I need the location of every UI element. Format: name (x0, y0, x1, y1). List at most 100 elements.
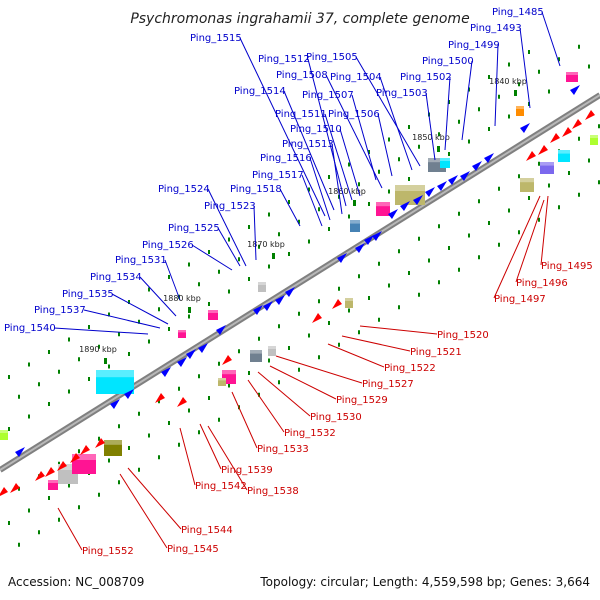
tick-mark (508, 208, 510, 213)
tick-mark (468, 233, 470, 238)
tick-mark (278, 380, 280, 385)
forward-leader-line (339, 128, 361, 197)
tick-mark (238, 257, 240, 262)
reverse-gene-label: Ping_1529 (336, 395, 388, 406)
tick-mark (188, 408, 190, 413)
accession-text: Accession: NC_008709 (8, 575, 144, 589)
tick-mark (328, 175, 330, 179)
tick-mark (278, 324, 280, 329)
tick-mark (58, 369, 60, 374)
reverse-gene-arrow (312, 313, 322, 323)
forward-leader-line (494, 44, 499, 127)
forward-gene-arrow (177, 357, 187, 367)
forward-leader-line (217, 227, 241, 267)
cds-block (250, 350, 262, 362)
cds-block (566, 72, 578, 82)
forward-gene-arrow (400, 201, 410, 211)
cds-highlight (48, 480, 58, 483)
tick-mark (78, 505, 80, 510)
tick-mark (348, 308, 350, 313)
tick-mark (378, 261, 380, 266)
gene-labels: Ping_1485 Ping_1493 Ping_1499 Ping_1500 Ping… (4, 7, 593, 557)
kbp-label: 1850 kbp (412, 133, 450, 142)
tick-mark (578, 136, 580, 141)
tick-mark (398, 157, 400, 162)
tick-mark (388, 137, 390, 142)
kbp-label: 1840 kbp (489, 77, 527, 86)
forward-leader-line (425, 92, 436, 161)
cds-block (520, 178, 534, 192)
forward-leader-line (324, 113, 353, 201)
tick-mark (538, 217, 540, 222)
forward-gene-label: Ping_1506 (328, 109, 380, 120)
tick-mark (408, 177, 410, 181)
cds-highlight (178, 330, 186, 333)
tick-mark (148, 339, 150, 344)
tick-mark (268, 358, 270, 363)
gene-arrows (0, 85, 595, 496)
forward-gene-arrow (460, 171, 470, 181)
forward-gene-label: Ping_1517 (252, 170, 304, 181)
tick-mark (138, 411, 140, 416)
tick-mark (488, 221, 490, 225)
tick-mark (288, 346, 290, 350)
forward-leader-line (379, 76, 413, 171)
forward-gene-arrow (372, 231, 382, 241)
reverse-gene-arrow (35, 471, 45, 481)
reverse-gene-arrow (526, 151, 536, 161)
cds-highlight (540, 162, 554, 166)
tick-mark (408, 271, 410, 275)
label-leaders (53, 11, 561, 551)
reverse-gene-label: Ping_1520 (437, 330, 489, 341)
tick-mark (178, 386, 180, 391)
forward-gene-arrow (337, 253, 347, 263)
tick-mark (168, 421, 170, 425)
tick-mark (478, 107, 480, 112)
reverse-gene-arrow (155, 393, 165, 403)
forward-leader-line (519, 27, 531, 109)
forward-gene-arrow (216, 325, 226, 335)
tick-mark (258, 392, 260, 397)
cds-highlight (558, 150, 570, 154)
tick-mark (298, 219, 300, 224)
tick-mark (558, 57, 560, 62)
genome-title: Psychromonas ingrahamii 37, complete gen… (130, 11, 469, 27)
forward-gene-label: Ping_1516 (260, 153, 312, 164)
forward-gene-arrow (263, 301, 273, 311)
tick-mark (498, 186, 500, 191)
tick-mark (118, 424, 120, 429)
tick-mark (448, 246, 450, 250)
forward-gene-label: Ping_1534 (90, 272, 142, 283)
tick-mark (428, 258, 430, 263)
reverse-leader-line (207, 425, 248, 491)
tick-mark (358, 274, 360, 279)
cds-highlight (590, 135, 598, 138)
tick-mark (478, 199, 480, 204)
reverse-gene-label: Ping_1497 (494, 294, 546, 305)
cds-highlight (268, 346, 276, 349)
tick-mark (418, 144, 420, 149)
tick-mark (348, 214, 350, 219)
tick-mark (508, 114, 510, 119)
tick-mark (128, 300, 130, 304)
tick-mark (48, 350, 50, 354)
reverse-leader-line (231, 391, 258, 449)
reverse-gene-arrow (177, 397, 187, 407)
forward-gene-label: Ping_1512 (258, 54, 310, 65)
tick-mark (598, 124, 600, 129)
kbp-tick (437, 146, 440, 152)
forward-gene-label: Ping_1523 (204, 201, 256, 212)
tick-mark (248, 225, 250, 229)
tick-mark (438, 280, 440, 285)
genome-backbone (0, 92, 600, 473)
forward-gene-arrow (198, 343, 208, 353)
forward-leader-line (164, 259, 181, 301)
forward-leader-line (253, 205, 257, 261)
tick-mark (388, 189, 390, 194)
tick-mark (248, 371, 250, 375)
kbp-tick (353, 200, 356, 206)
tick-mark (108, 458, 110, 463)
reverse-gene-label: Ping_1538 (247, 486, 299, 497)
forward-leader-line (351, 94, 377, 181)
forward-gene-arrow (437, 181, 447, 191)
